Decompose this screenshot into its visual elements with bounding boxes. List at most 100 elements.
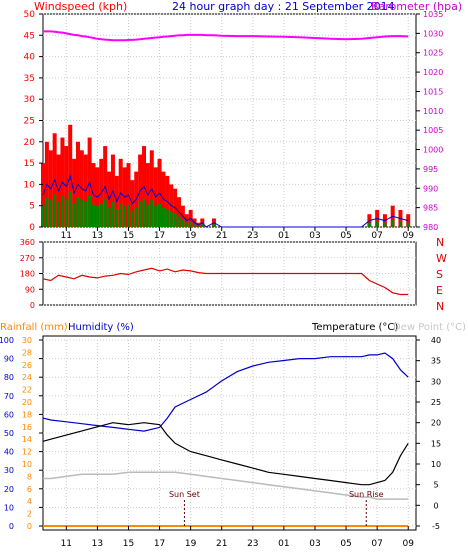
humidity-ytick-label: 50 bbox=[4, 429, 14, 438]
direction-ytick-label: 0 bbox=[30, 301, 35, 310]
baro-ytick-label: 980 bbox=[423, 223, 438, 232]
baro-ytick-label: 1005 bbox=[423, 126, 443, 135]
rain-ytick-label: 30 bbox=[22, 336, 32, 345]
wind-ytick-label: 5 bbox=[29, 202, 35, 212]
humidity-ytick-label: 20 bbox=[4, 485, 14, 494]
wind-fill-bar bbox=[126, 204, 130, 227]
wind-fill-bar bbox=[41, 204, 45, 227]
wind-xtick-label: 03 bbox=[309, 231, 320, 241]
baro-ytick-label: 1015 bbox=[423, 87, 443, 96]
baro-ytick-label: 1030 bbox=[423, 29, 443, 38]
temp-ytick-label: 0 bbox=[433, 501, 438, 510]
baro-ytick-label: 1010 bbox=[423, 107, 443, 116]
wind-xtick-label: 23 bbox=[247, 231, 258, 241]
humidity-ytick-label: 40 bbox=[4, 448, 14, 457]
baro-ytick-label: 1035 bbox=[423, 10, 443, 19]
wind-fill-bar bbox=[165, 209, 169, 227]
wind-fill-bar bbox=[92, 204, 96, 227]
direction-ytick-label: 180 bbox=[20, 270, 35, 279]
temp-ytick-label: 15 bbox=[431, 439, 441, 448]
wind-fill-bar bbox=[193, 224, 197, 227]
wind-fill-bar bbox=[45, 197, 49, 227]
barometer-line bbox=[43, 30, 409, 42]
temp-xtick-label: 21 bbox=[216, 539, 227, 549]
temp-xtick-label: 05 bbox=[340, 539, 351, 549]
wind-fill-bar bbox=[150, 200, 154, 227]
wind-fill-bar bbox=[111, 201, 115, 227]
temperature-line bbox=[42, 422, 409, 486]
humidity-ytick-label: 60 bbox=[4, 410, 14, 419]
rain-ytick-label: 6 bbox=[27, 485, 32, 494]
temp-xtick-label: 11 bbox=[61, 539, 72, 549]
wind-fill-bar bbox=[107, 207, 111, 227]
wind-xtick-label: 07 bbox=[371, 231, 382, 241]
wind-fill-bar bbox=[68, 191, 72, 227]
compass-label: N bbox=[436, 300, 444, 313]
wind-xtick-label: 01 bbox=[278, 231, 289, 241]
wind-fill-bar bbox=[138, 201, 142, 227]
direction-ytick-label: 90 bbox=[25, 285, 35, 294]
wind-fill-bar bbox=[383, 222, 387, 227]
compass-label: W bbox=[436, 252, 447, 265]
wind-fill-bar bbox=[60, 195, 64, 227]
rain-ytick-label: 2 bbox=[27, 510, 32, 519]
wind-ytick-label: 30 bbox=[24, 95, 36, 105]
wind-ytick-label: 25 bbox=[24, 117, 35, 127]
compass-label: S bbox=[436, 268, 443, 281]
wind-fill-bar bbox=[177, 216, 181, 227]
baro-ytick-label: 1000 bbox=[423, 146, 443, 155]
wind-fill-bar bbox=[84, 201, 88, 227]
wind-fill-bar bbox=[200, 224, 204, 227]
wind-fill-bar bbox=[154, 206, 158, 227]
temp-xtick-label: 13 bbox=[92, 539, 103, 549]
wind-fill-bar bbox=[49, 200, 53, 227]
wind-fill-bar bbox=[375, 221, 379, 227]
wind-fill-bar bbox=[185, 222, 189, 227]
sunset-label: Sun Set bbox=[169, 490, 200, 499]
wind-ytick-label: 35 bbox=[24, 74, 35, 84]
sunrise-label: Sun Rise bbox=[349, 490, 384, 499]
wind-fill-bar bbox=[88, 195, 92, 227]
rain-ytick-label: 16 bbox=[22, 423, 32, 432]
humidity-ytick-label: 10 bbox=[4, 503, 14, 512]
wind-xtick-label: 21 bbox=[216, 231, 227, 241]
temp-ytick-label: 25 bbox=[431, 398, 441, 407]
wind-fill-bar bbox=[130, 210, 134, 227]
rain-ytick-label: 22 bbox=[22, 386, 32, 395]
wind-series bbox=[41, 30, 411, 228]
wind-fill-bar bbox=[64, 198, 68, 227]
humidity-ytick-label: 100 bbox=[0, 336, 14, 345]
humidity-ytick-label: 70 bbox=[4, 392, 14, 401]
wind-fill-bar bbox=[119, 203, 123, 227]
compass-label: E bbox=[436, 284, 443, 297]
humidity-title: Humidity (%) bbox=[68, 322, 134, 333]
baro-ytick-label: 995 bbox=[423, 165, 438, 174]
rain-ytick-label: 8 bbox=[27, 472, 32, 481]
humidity-ytick-label: 0 bbox=[9, 522, 14, 531]
rainfall-title: Rainfall (mm) bbox=[0, 322, 68, 333]
rain-ytick-label: 20 bbox=[22, 398, 32, 407]
temp-xtick-label: 17 bbox=[154, 539, 165, 549]
wind-fill-bar bbox=[53, 194, 57, 227]
temp-ytick-label: 35 bbox=[431, 357, 441, 366]
direction-ytick-label: 360 bbox=[20, 238, 35, 247]
wind-fill-bar bbox=[398, 221, 402, 227]
wind-ytick-label: 20 bbox=[24, 138, 36, 148]
wind-xtick-label: 13 bbox=[92, 231, 103, 241]
humidity-ytick-label: 90 bbox=[4, 355, 14, 364]
wind-fill-bar bbox=[173, 213, 177, 227]
wind-fill-bar bbox=[103, 198, 107, 227]
temp-ytick-label: 40 bbox=[431, 336, 441, 345]
wind-fill-bar bbox=[123, 206, 127, 227]
wind-fill-bar bbox=[115, 209, 119, 227]
temp-xtick-label: 07 bbox=[371, 539, 382, 549]
baro-ytick-label: 1025 bbox=[423, 49, 443, 58]
rain-ytick-label: 10 bbox=[22, 460, 32, 469]
wind-ytick-label: 10 bbox=[24, 180, 36, 190]
wind-fill-bar bbox=[367, 222, 371, 227]
wind-axes: 5045403530252015105010351030102510201015… bbox=[24, 10, 444, 241]
wind-fill-bar bbox=[134, 207, 138, 227]
dewpoint-title: Dew Point (°C) bbox=[393, 322, 466, 333]
